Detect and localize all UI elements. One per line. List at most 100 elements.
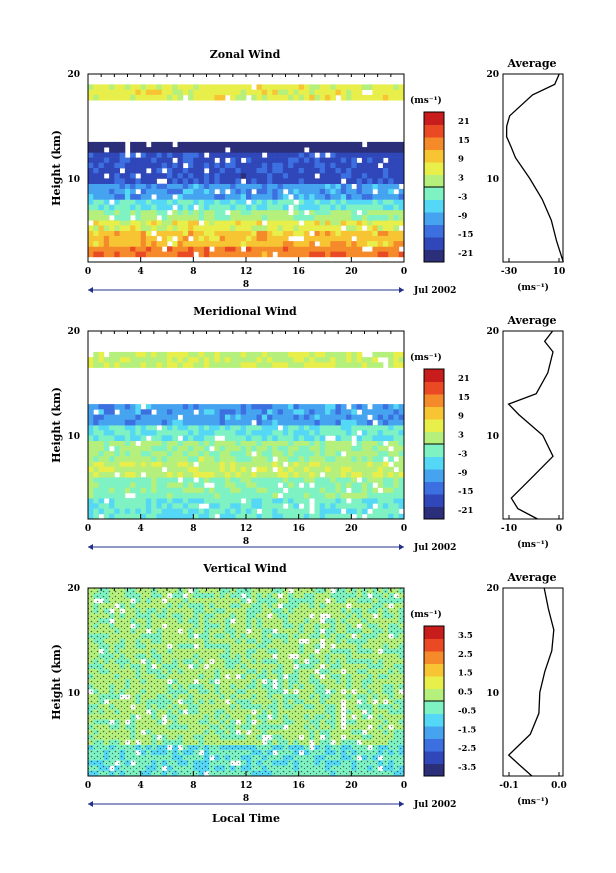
heatmap-cell bbox=[325, 487, 331, 494]
heatmap-cell bbox=[177, 466, 184, 473]
heatmap-cell bbox=[130, 241, 136, 247]
heatmap-cell bbox=[161, 225, 168, 231]
heatmap-cell bbox=[119, 94, 126, 101]
heatmap-cell bbox=[261, 362, 268, 368]
heatmap-cell bbox=[109, 430, 115, 436]
heatmap-cell bbox=[93, 466, 99, 473]
heatmap-cell bbox=[261, 168, 268, 174]
heatmap-cell bbox=[267, 351, 273, 358]
heatmap-cell bbox=[224, 487, 231, 494]
heatmap-cell bbox=[130, 94, 136, 101]
heatmap-cell bbox=[372, 461, 379, 468]
heatmap-cell bbox=[356, 498, 363, 504]
heatmap-cell bbox=[272, 419, 278, 426]
heatmap-cell bbox=[240, 409, 247, 415]
heatmap-cell bbox=[251, 357, 257, 363]
heatmap-cell bbox=[330, 440, 336, 447]
heatmap-cell bbox=[277, 477, 284, 483]
heatmap-cell bbox=[172, 425, 178, 431]
heatmap-cell bbox=[235, 225, 242, 231]
heatmap-cell bbox=[203, 472, 210, 478]
heatmap-cell bbox=[114, 89, 120, 96]
heatmap-cell bbox=[277, 445, 284, 452]
heatmap-cell bbox=[340, 351, 347, 358]
heatmap-cell bbox=[230, 472, 236, 478]
heatmap-cell bbox=[103, 194, 110, 200]
heatmap-cell bbox=[93, 251, 99, 258]
heatmap-cell bbox=[167, 472, 173, 478]
heatmap-cell bbox=[335, 162, 342, 169]
unit-label: (ms⁻¹) bbox=[410, 95, 442, 106]
heatmap-cell bbox=[161, 147, 168, 153]
heatmap-cell bbox=[214, 362, 221, 368]
heatmap-cell bbox=[372, 472, 379, 478]
heatmap-cell bbox=[330, 84, 336, 90]
heatmap-cell bbox=[319, 425, 326, 431]
heatmap-cell bbox=[88, 404, 94, 410]
heatmap-cell bbox=[93, 482, 99, 488]
heatmap-cell bbox=[398, 152, 405, 158]
heatmap-cell bbox=[251, 168, 257, 174]
heatmap-cell bbox=[203, 513, 210, 520]
heatmap-cell bbox=[209, 425, 215, 431]
heatmap-cell bbox=[172, 472, 178, 478]
heatmap-cell bbox=[330, 162, 336, 169]
heatmap-cell bbox=[98, 84, 105, 90]
heatmap-cell bbox=[319, 503, 326, 509]
heatmap-cell bbox=[209, 235, 215, 242]
heatmap-cell bbox=[230, 94, 236, 101]
heatmap-cell bbox=[209, 461, 215, 468]
heatmap-cell bbox=[114, 503, 120, 509]
heatmap-cell bbox=[198, 414, 205, 421]
heatmap-cell bbox=[382, 173, 389, 179]
heatmap-cell bbox=[361, 84, 368, 90]
heatmap-cell bbox=[177, 199, 184, 205]
heatmap-cell bbox=[235, 235, 242, 242]
average-x-tick-label: -10 bbox=[501, 524, 517, 534]
heatmap-cell bbox=[393, 246, 400, 252]
colorbar-segment bbox=[424, 406, 444, 420]
heatmap-cell bbox=[151, 220, 157, 226]
heatmap-cell bbox=[109, 492, 115, 499]
heatmap-cell bbox=[367, 456, 373, 462]
heatmap-cell bbox=[293, 451, 300, 457]
heatmap-cell bbox=[251, 435, 257, 441]
heatmap-cell bbox=[119, 492, 126, 499]
heatmap-cell bbox=[114, 362, 120, 368]
heatmap-cell bbox=[103, 513, 110, 520]
heatmap-cell bbox=[388, 513, 394, 520]
heatmap-cell bbox=[145, 498, 152, 504]
heatmap-cell bbox=[88, 241, 94, 247]
heatmap-cell bbox=[267, 235, 273, 242]
heatmap-cell bbox=[340, 199, 347, 205]
heatmap-cell bbox=[177, 162, 184, 169]
heatmap-cell bbox=[145, 409, 152, 415]
heatmap-cell bbox=[151, 173, 157, 179]
heatmap-cell bbox=[172, 152, 178, 158]
heatmap-cell bbox=[267, 152, 273, 158]
heatmap-cell bbox=[288, 168, 294, 174]
heatmap-cell bbox=[256, 472, 263, 478]
heatmap-cell bbox=[172, 351, 178, 358]
heatmap-cell bbox=[151, 251, 157, 258]
heatmap-cell bbox=[246, 440, 252, 447]
heatmap-cell bbox=[198, 425, 205, 431]
heatmap-cell bbox=[298, 351, 305, 358]
heatmap-cell bbox=[135, 513, 142, 520]
heatmap-cell bbox=[361, 168, 368, 174]
heatmap-cell bbox=[314, 157, 321, 164]
heatmap-cell bbox=[282, 147, 289, 153]
heatmap-cell bbox=[114, 251, 120, 258]
heatmap-cell bbox=[219, 209, 226, 216]
heatmap-cell bbox=[398, 84, 405, 90]
heatmap-cell bbox=[240, 508, 247, 515]
heatmap-cell bbox=[325, 147, 331, 153]
heatmap-cell bbox=[130, 461, 136, 468]
heatmap-cell bbox=[140, 477, 147, 483]
heatmap-cell bbox=[256, 435, 263, 441]
heatmap-cell bbox=[88, 357, 94, 363]
heatmap-cell bbox=[177, 235, 184, 242]
heatmap-cell bbox=[198, 419, 205, 426]
heatmap-cell bbox=[114, 230, 120, 237]
heatmap-cell bbox=[103, 141, 110, 148]
